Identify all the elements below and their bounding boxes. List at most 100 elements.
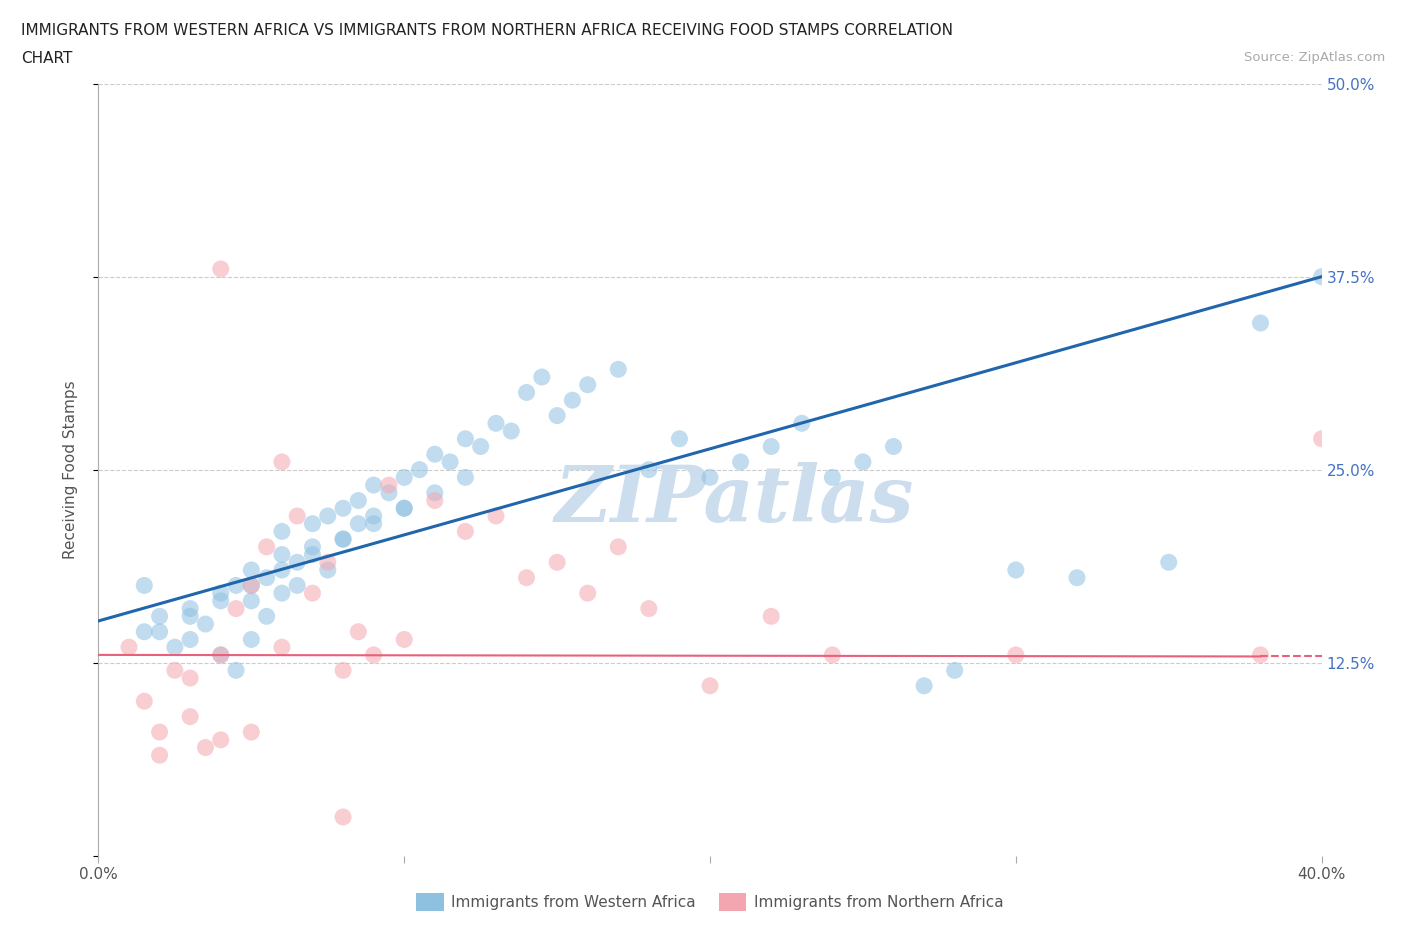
Point: [240, 593, 263, 608]
Point: [301, 539, 323, 554]
Text: ZIPatlas: ZIPatlas: [555, 462, 914, 538]
Point: [225, 601, 247, 616]
Point: [821, 470, 844, 485]
Point: [423, 493, 446, 508]
Point: [270, 640, 292, 655]
Point: [149, 609, 172, 624]
Point: [363, 516, 385, 531]
Point: [699, 678, 721, 693]
Point: [209, 593, 232, 608]
Point: [149, 624, 172, 639]
Point: [240, 563, 263, 578]
Point: [301, 516, 323, 531]
Point: [194, 740, 217, 755]
Point: [347, 493, 370, 508]
Point: [423, 446, 446, 461]
Point: [637, 462, 661, 477]
Point: [516, 385, 538, 400]
Point: [1249, 647, 1271, 662]
Point: [363, 647, 385, 662]
Point: [332, 532, 354, 547]
Point: [347, 624, 370, 639]
Point: [485, 509, 508, 524]
Point: [209, 647, 232, 662]
Point: [134, 578, 156, 593]
Point: [240, 632, 263, 647]
Point: [408, 462, 430, 477]
Point: [179, 710, 201, 724]
Point: [316, 509, 339, 524]
Point: [1157, 555, 1180, 570]
Point: [209, 261, 232, 276]
Point: [1310, 270, 1333, 285]
Point: [1004, 647, 1026, 662]
Text: IMMIGRANTS FROM WESTERN AFRICA VS IMMIGRANTS FROM NORTHERN AFRICA RECEIVING FOOD: IMMIGRANTS FROM WESTERN AFRICA VS IMMIGR…: [21, 23, 953, 38]
Point: [530, 369, 553, 384]
Point: [209, 733, 232, 748]
Point: [454, 432, 477, 446]
Point: [270, 563, 292, 578]
Point: [759, 439, 782, 454]
Point: [149, 748, 172, 763]
Point: [637, 601, 661, 616]
Point: [790, 416, 813, 431]
Point: [225, 578, 247, 593]
Point: [546, 408, 568, 423]
Point: [363, 478, 385, 493]
Point: [883, 439, 905, 454]
Point: [209, 586, 232, 601]
Point: [943, 663, 966, 678]
Point: [332, 663, 354, 678]
Point: [1310, 432, 1333, 446]
Point: [1249, 315, 1271, 330]
Point: [285, 509, 308, 524]
Point: [516, 570, 538, 585]
Point: [163, 663, 186, 678]
Point: [332, 500, 354, 515]
Point: [240, 578, 263, 593]
Point: [149, 724, 172, 739]
Point: [912, 678, 935, 693]
Point: [607, 362, 630, 377]
Point: [179, 671, 201, 685]
Point: [392, 470, 416, 485]
Point: [546, 555, 568, 570]
Point: [118, 640, 141, 655]
Point: [285, 555, 308, 570]
Point: [301, 586, 323, 601]
Point: [240, 578, 263, 593]
Point: [423, 485, 446, 500]
Point: [332, 809, 354, 825]
Point: [256, 570, 278, 585]
Point: [576, 378, 599, 392]
Legend: Immigrants from Western Africa, Immigrants from Northern Africa: Immigrants from Western Africa, Immigran…: [411, 886, 1010, 917]
Point: [240, 724, 263, 739]
Point: [209, 647, 232, 662]
Point: [668, 432, 690, 446]
Point: [501, 424, 523, 439]
Point: [759, 609, 782, 624]
Point: [270, 547, 292, 562]
Point: [347, 516, 370, 531]
Point: [392, 500, 416, 515]
Point: [301, 547, 323, 562]
Y-axis label: Receiving Food Stamps: Receiving Food Stamps: [63, 380, 77, 559]
Point: [392, 632, 416, 647]
Point: [270, 455, 292, 470]
Point: [1066, 570, 1088, 585]
Point: [163, 640, 186, 655]
Point: [270, 586, 292, 601]
Point: [270, 524, 292, 538]
Point: [225, 663, 247, 678]
Point: [730, 455, 752, 470]
Point: [378, 485, 401, 500]
Point: [256, 539, 278, 554]
Point: [392, 500, 416, 515]
Point: [699, 470, 721, 485]
Point: [454, 470, 477, 485]
Point: [485, 416, 508, 431]
Point: [256, 609, 278, 624]
Point: [134, 624, 156, 639]
Point: [852, 455, 875, 470]
Point: [194, 617, 217, 631]
